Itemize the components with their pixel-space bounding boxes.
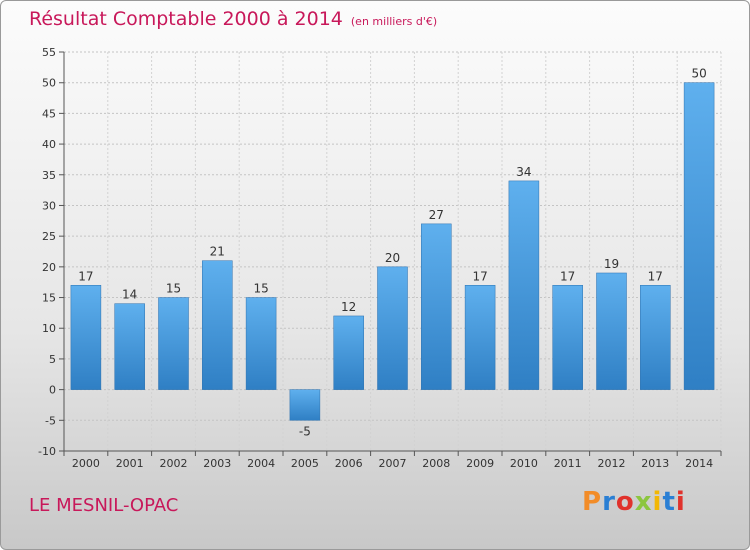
data-label-2007: 20 — [385, 251, 400, 265]
bar-2010 — [508, 180, 540, 390]
bar-2000 — [70, 285, 102, 390]
y-tick-label: 50 — [42, 77, 56, 90]
logo-letter: o — [615, 487, 635, 517]
bars — [70, 82, 715, 421]
y-tick-label: 0 — [49, 384, 56, 397]
bar-2006 — [333, 315, 364, 390]
data-label-2009: 17 — [472, 269, 487, 283]
axes: -10 -5 0 5 10 15 20 25 30 35 40 45 50 55 2000 2001 2002 2… — [38, 46, 722, 470]
bar-2014 — [683, 82, 715, 390]
x-tick-label-2008: 2008 — [422, 457, 450, 470]
x-tick-label-2010: 2010 — [510, 457, 538, 470]
y-tick-label: 45 — [42, 107, 56, 120]
bar-2012 — [596, 272, 627, 390]
logo-letter: t — [662, 487, 676, 517]
data-label-2012: 19 — [604, 257, 619, 271]
bar-2005 — [289, 389, 321, 421]
logo-letter: r — [602, 487, 616, 517]
x-tick-label-2001: 2001 — [116, 457, 144, 470]
data-label-2002: 15 — [166, 282, 181, 296]
x-tick-label-2005: 2005 — [291, 457, 319, 470]
data-label-2003: 21 — [210, 245, 225, 259]
data-label-2006: 12 — [341, 300, 356, 314]
logo-letter: i — [675, 487, 686, 517]
data-labels: 17 14 15 21 15 -5 12 20 27 17 34 17 19 17 50 — [78, 67, 706, 439]
logo-letter: P — [582, 487, 603, 517]
y-tick-label: 30 — [42, 199, 56, 212]
y-tick-label: -5 — [45, 414, 56, 427]
x-tick-label-2003: 2003 — [203, 457, 231, 470]
x-tick-label-2004: 2004 — [247, 457, 275, 470]
y-tick-label: 5 — [49, 353, 56, 366]
y-tick-label: 35 — [42, 169, 56, 182]
x-tick-label-2012: 2012 — [598, 457, 626, 470]
x-tick-label-2013: 2013 — [641, 457, 669, 470]
data-label-2001: 14 — [122, 288, 137, 302]
data-label-2005: -5 — [299, 424, 311, 438]
x-tick-label-2011: 2011 — [554, 457, 582, 470]
bar-2011 — [552, 285, 583, 390]
town-name: LE MESNIL-OPAC — [29, 495, 179, 516]
data-label-2011: 17 — [560, 269, 575, 283]
y-tick-label: 15 — [42, 292, 56, 305]
proxiti-logo[interactable]: Proxiti — [582, 487, 686, 517]
logo-letter: i — [652, 487, 663, 517]
y-tick-label: 20 — [42, 261, 56, 274]
bar-2001 — [114, 303, 145, 390]
bar-2002 — [158, 297, 189, 390]
y-tick-label: 55 — [42, 46, 56, 59]
bar-2013 — [640, 285, 671, 390]
data-label-2010: 34 — [516, 165, 531, 179]
bar-2003 — [202, 260, 233, 390]
chart-unit-note: (en milliers d'€) — [350, 15, 438, 28]
bar-2009 — [464, 285, 496, 390]
data-label-2004: 15 — [253, 282, 268, 296]
x-tick-label-2006: 2006 — [335, 457, 363, 470]
y-tick-label: 25 — [42, 230, 56, 243]
data-label-2000: 17 — [78, 269, 93, 283]
data-label-2014: 50 — [691, 67, 706, 81]
x-tick-label-2014: 2014 — [685, 457, 713, 470]
data-label-2008: 27 — [429, 208, 444, 222]
y-tick-label: 10 — [42, 322, 56, 335]
bar-2007 — [377, 266, 408, 390]
y-tick-label: 40 — [42, 138, 56, 151]
data-label-2013: 17 — [648, 269, 663, 283]
x-tick-label-2007: 2007 — [379, 457, 407, 470]
x-tick-label-2000: 2000 — [72, 457, 100, 470]
bar-2008 — [421, 223, 452, 390]
y-tick-label: -10 — [38, 445, 56, 458]
chart-title-text: Résultat Comptable 2000 à 2014 — [29, 8, 343, 30]
logo-letter: x — [634, 487, 653, 517]
bar-2004 — [245, 297, 277, 390]
x-tick-label-2002: 2002 — [160, 457, 188, 470]
chart-title: Résultat Comptable 2000 à 2014 (en millie… — [29, 8, 437, 30]
x-tick-label-2009: 2009 — [466, 457, 494, 470]
